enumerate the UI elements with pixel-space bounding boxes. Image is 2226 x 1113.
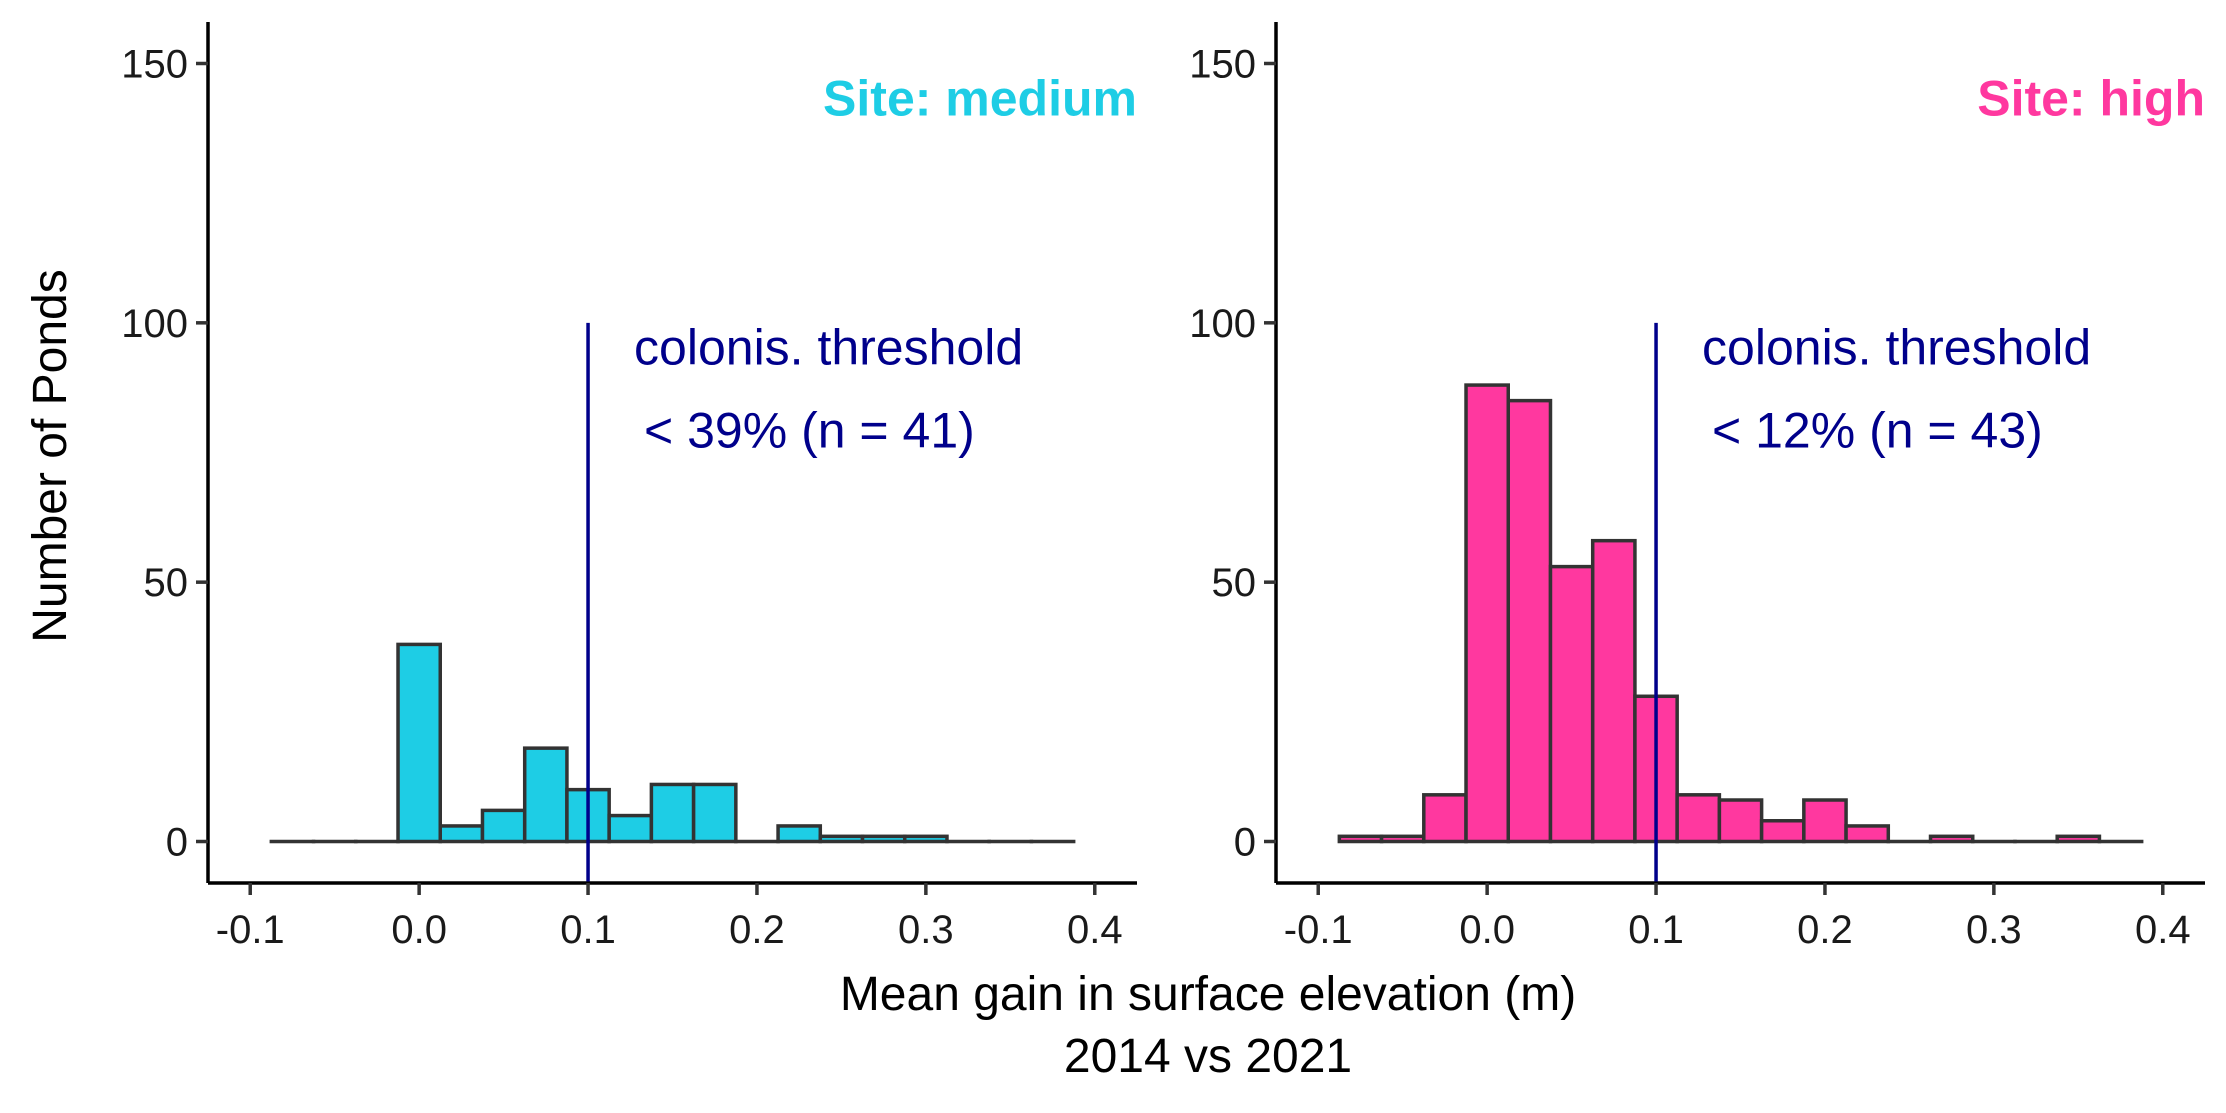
x-tick-label: 0.2 [1797, 908, 1853, 952]
x-tick-label: 0.3 [898, 908, 954, 952]
y-tick-label: 150 [121, 42, 188, 86]
x-tick-label: 0.1 [1628, 908, 1684, 952]
y-tick-label: 100 [121, 302, 188, 346]
x-axis-title-line1: Mean gain in surface elevation (m) [840, 968, 1576, 1021]
y-tick-label: 50 [144, 561, 189, 605]
histogram-bar [480, 808, 527, 844]
histogram-bar [649, 782, 696, 844]
threshold-annotation-line2: < 12% (n = 43) [1712, 402, 2043, 458]
y-tick-label: 150 [1189, 42, 1256, 86]
histogram-bar [1590, 538, 1637, 844]
histogram-bar [1759, 819, 1806, 844]
histogram-bar [1506, 398, 1553, 844]
histogram-bar [396, 642, 443, 844]
histogram-bar [1464, 383, 1510, 844]
threshold-annotation-line1: colonis. threshold [634, 319, 1023, 375]
x-tick-label: 0.2 [729, 908, 785, 952]
histogram-bar [1337, 834, 1384, 844]
x-tick-label: 0.0 [1459, 908, 1515, 952]
panel-site-medium: 0 50 100 150 -0.1 0.0 0.1 0.2 0.3 0.4 colonis. thr… [121, 22, 1137, 952]
y-tick-label: 50 [1212, 561, 1257, 605]
y-tick-label: 100 [1189, 302, 1256, 346]
histogram-bar [1717, 798, 1764, 844]
histogram-bar [607, 813, 654, 844]
site-label: Site: high [1977, 70, 2205, 126]
histogram-bar [1379, 834, 1426, 844]
y-tick-label: 0 [166, 821, 188, 865]
histogram-bar [818, 834, 865, 844]
x-tick-label: 0.1 [560, 908, 616, 952]
histogram-bar [1802, 798, 1848, 844]
histogram-bar [860, 834, 907, 844]
y-tick-label: 0 [1234, 821, 1256, 865]
threshold-annotation-line1: colonis. threshold [1702, 319, 2091, 375]
histogram-bar [1422, 793, 1468, 844]
site-label: Site: medium [823, 70, 1137, 126]
x-tick-label: 0.4 [1067, 908, 1123, 952]
histogram-bar [1675, 793, 1722, 844]
histogram-bar [522, 746, 569, 844]
histogram-bar [1928, 834, 1975, 844]
histogram-bar [1548, 564, 1595, 844]
x-tick-label: 0.4 [2135, 908, 2191, 952]
histogram-bar [2055, 834, 2102, 844]
x-axis-title-line2: 2014 vs 2021 [1064, 1030, 1352, 1083]
x-tick-label: 0.3 [1966, 908, 2022, 952]
x-tick-label: 0.0 [391, 908, 447, 952]
histogram-bar [438, 824, 485, 844]
threshold-annotation-line2: < 39% (n = 41) [644, 402, 975, 458]
histogram-bar [903, 834, 949, 844]
histogram-bar [1844, 824, 1891, 844]
y-axis-title: Number of Ponds [24, 269, 77, 643]
panel-site-high: 0 50 100 150 -0.1 0.0 0.1 0.2 0.3 0.4 colonis. thr… [1189, 22, 2205, 952]
histogram-bar [691, 782, 738, 844]
x-tick-label: -0.1 [1284, 908, 1353, 952]
x-tick-label: -0.1 [216, 908, 285, 952]
histogram-bar [776, 824, 823, 844]
